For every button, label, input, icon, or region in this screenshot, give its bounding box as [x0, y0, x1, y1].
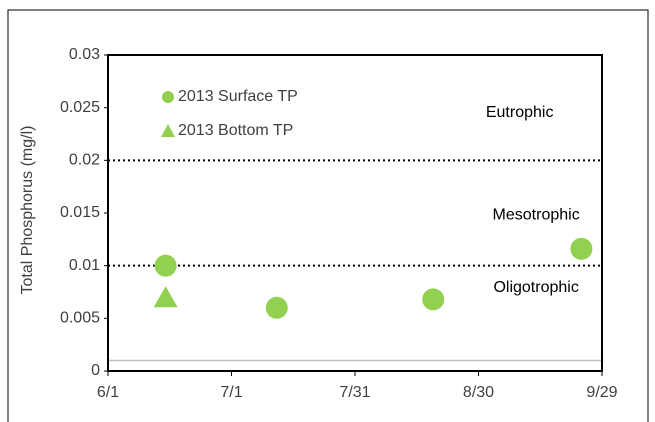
y-tick-label: 0.02 — [69, 152, 100, 169]
legend-swatch — [162, 91, 174, 103]
y-tick-label: 0.015 — [60, 204, 100, 221]
x-tick-label: 9/29 — [586, 384, 617, 401]
x-tick-label: 7/31 — [339, 384, 370, 401]
x-tick-label: 7/1 — [220, 384, 242, 401]
legend-label: 2013 Surface TP — [178, 88, 298, 105]
circle-point — [154, 254, 177, 277]
y-axis-label: Total Phosphorus (mg/l) — [19, 126, 36, 295]
y-tick-label: 0.025 — [60, 99, 100, 116]
plot-area — [107, 54, 603, 372]
circle-point — [570, 237, 593, 260]
y-tick-label: 0.01 — [69, 257, 100, 274]
circle-point — [265, 296, 288, 319]
y-tick-label: 0 — [91, 362, 100, 379]
circle-point — [422, 288, 445, 311]
annotation: Mesotrophic — [493, 206, 580, 223]
chart-frame — [7, 9, 649, 422]
legend-label: 2013 Bottom TP — [178, 122, 293, 139]
triangle-point — [153, 286, 178, 308]
x-tick-label: 8/30 — [463, 384, 494, 401]
annotation: Eutrophic — [486, 104, 554, 121]
y-tick-label: 0.03 — [69, 46, 100, 63]
annotation: Oligotrophic — [493, 279, 578, 296]
x-tick-label: 6/1 — [97, 384, 119, 401]
y-tick-label: 0.005 — [60, 310, 100, 327]
legend-swatch — [161, 124, 175, 137]
